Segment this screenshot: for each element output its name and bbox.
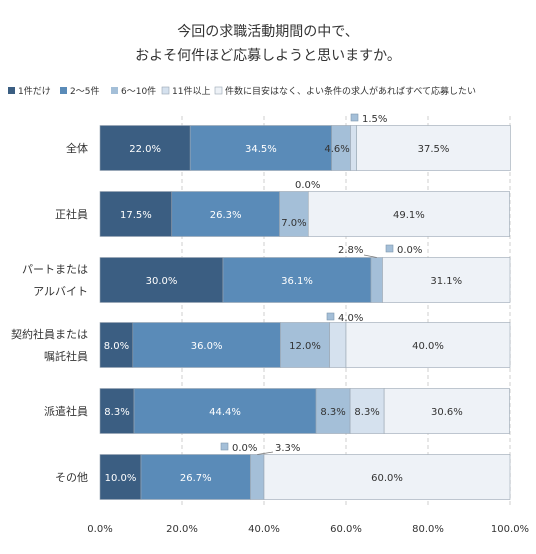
bar-segment-r0-s4 xyxy=(356,125,511,171)
bar-segment-r2-s2 xyxy=(370,257,383,303)
leader-line-r2-s2 xyxy=(363,254,377,258)
x-tick-5: 100.0% xyxy=(491,524,529,535)
category-label-3-0: 契約社員または xyxy=(11,327,88,341)
bar-segment-r0-s0 xyxy=(99,125,191,171)
data-label-r1-s2: 7.0% xyxy=(281,218,306,229)
legend-label-1: 2～5件 xyxy=(70,85,99,97)
category-label-1-0: 正社員 xyxy=(55,207,88,221)
data-label-r1-s3: 0.0% xyxy=(295,180,320,191)
data-labels: 22.0% 34.5% 4.6% 37.5% 1.5% 17.5% 26.3% 7.0% 49.… xyxy=(104,113,463,484)
legend-label-4: 件数に目安はなく、よい条件の求人があればすべて応募したい xyxy=(225,85,476,97)
category-label-2-1: アルバイト xyxy=(33,285,88,298)
bar-segment-r1-s4 xyxy=(307,191,510,237)
bar-segment-r4-s2 xyxy=(315,388,351,434)
data-label-r3-s1: 36.0% xyxy=(191,341,223,352)
x-tick-3: 60.0% xyxy=(330,524,362,535)
data-label-r2-s1: 36.1% xyxy=(281,276,313,287)
gridlines xyxy=(181,116,511,508)
bar-segment-r2-s0 xyxy=(99,257,224,303)
bar-segment-r2-s1 xyxy=(222,257,372,303)
data-label-r5-s0: 10.0% xyxy=(105,473,137,484)
bar-segment-r3-s0 xyxy=(99,322,134,368)
callout-swatch-r0-s3 xyxy=(350,113,359,122)
data-label-r3-s2: 12.0% xyxy=(289,341,321,352)
bar-segment-r3-s1 xyxy=(132,322,281,368)
bar-segment-r5-s2 xyxy=(250,454,265,500)
callout-swatch-r2-s3 xyxy=(385,244,394,253)
bar-segment-r5-s1 xyxy=(140,454,251,500)
x-tick-2: 40.0% xyxy=(248,524,280,535)
callout-swatch-r3-s3 xyxy=(326,312,335,321)
legend-swatch-4 xyxy=(214,86,223,95)
x-tick-0: 0.0% xyxy=(87,524,112,535)
data-label-r4-s3: 8.3% xyxy=(354,407,379,418)
data-label-r2-s4: 31.1% xyxy=(430,276,462,287)
callout-swatch-r5-s3 xyxy=(220,442,229,451)
legend-swatch-2 xyxy=(111,87,118,94)
data-label-r1-s1: 26.3% xyxy=(210,210,242,221)
data-label-r5-s3: 0.0% xyxy=(232,443,257,454)
data-label-r5-s4: 60.0% xyxy=(371,473,403,484)
data-label-r2-s2: 2.8% xyxy=(338,245,363,256)
leader-line-r5-s2 xyxy=(257,451,274,455)
bar-segment-r0-s3 xyxy=(350,125,357,171)
legend-swatch-0 xyxy=(8,87,15,94)
data-label-r3-s0: 8.0% xyxy=(104,341,129,352)
bars xyxy=(99,125,511,500)
legend-label-3: 11件以上 xyxy=(172,85,210,97)
data-label-r5-s1: 26.7% xyxy=(180,473,212,484)
bar-segment-r4-s4 xyxy=(383,388,510,434)
data-label-r0-s3: 1.5% xyxy=(362,114,387,125)
bar-segment-r3-s3 xyxy=(329,322,347,368)
category-label-4-0: 派遣社員 xyxy=(44,404,88,418)
bar-segment-r3-s2 xyxy=(280,322,330,368)
x-tick-1: 20.0% xyxy=(166,524,198,535)
legend-swatch-3 xyxy=(161,86,170,95)
x-tick-4: 80.0% xyxy=(412,524,444,535)
data-label-r1-s0: 17.5% xyxy=(120,210,152,221)
bar-segment-r2-s4 xyxy=(382,257,511,303)
legend-swatch-1 xyxy=(60,87,67,94)
chart-title-line-2: およそ何件ほど応募しようと思いますか。 xyxy=(135,48,401,64)
legend-label-0: 1件だけ xyxy=(18,85,51,97)
bar-segment-r1-s2 xyxy=(279,191,309,237)
data-label-r4-s2: 8.3% xyxy=(320,407,345,418)
data-label-r0-s1: 34.5% xyxy=(245,144,277,155)
data-label-r1-s4: 49.1% xyxy=(393,210,425,221)
bar-segment-r4-s3 xyxy=(349,388,385,434)
data-label-r4-s4: 30.6% xyxy=(431,407,463,418)
bar-segment-r4-s1 xyxy=(133,388,317,434)
bar-segment-r3-s4 xyxy=(345,322,511,368)
category-label-5-0: その他 xyxy=(55,471,88,484)
data-label-r4-s0: 8.3% xyxy=(104,407,129,418)
data-label-r5-s2: 3.3% xyxy=(275,443,300,454)
category-label-3-1: 嘱託社員 xyxy=(44,349,88,363)
data-label-r0-s0: 22.0% xyxy=(129,144,161,155)
data-label-r2-s0: 30.0% xyxy=(146,276,178,287)
x-axis-ticks: 0.0% 20.0% 40.0% 60.0% 80.0% 100.0% xyxy=(87,524,529,535)
legend-label-2: 6～10件 xyxy=(121,85,156,97)
category-label-2-0: パートまたは xyxy=(22,263,88,276)
bar-segment-r5-s4 xyxy=(263,454,511,500)
legend: 1件だけ 2～5件 6～10件 11件以上 件数に目安はなく、よい条件の求人があればすべ… xyxy=(8,85,476,97)
chart-title-line-1: 今回の求職活動期間の中で、 xyxy=(177,24,358,40)
data-label-r0-s4: 37.5% xyxy=(418,144,450,155)
data-label-r3-s3: 4.0% xyxy=(338,313,363,324)
data-label-r0-s2: 4.6% xyxy=(324,144,349,155)
data-label-r2-s3: 0.0% xyxy=(397,245,422,256)
bar-segment-r5-s0 xyxy=(99,454,142,500)
data-label-r3-s4: 40.0% xyxy=(412,341,444,352)
data-label-r4-s1: 44.4% xyxy=(209,407,241,418)
category-label-0-0: 全体 xyxy=(66,141,88,155)
